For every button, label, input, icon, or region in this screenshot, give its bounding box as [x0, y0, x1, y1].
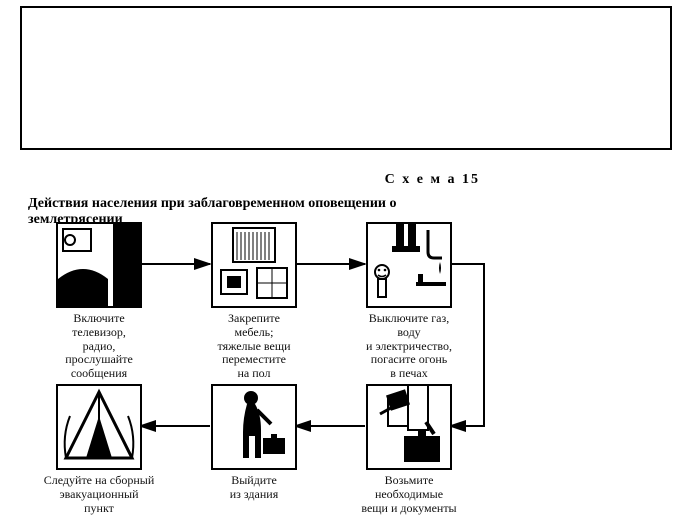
- step-2-caption: Закрепитемебель;тяжелые вещипереместитен…: [177, 312, 331, 381]
- step-5-illustration: [211, 384, 297, 470]
- step-4-illustration: [366, 384, 452, 470]
- step-6-caption: Следуйте на сборныйэвакуационныйпункт: [22, 474, 176, 515]
- step-5-caption: Выйдитеиз здания: [177, 474, 331, 502]
- step-1-tv-radio: Включитетелевизор,радио,прослушайтесообщ…: [22, 222, 176, 395]
- scheme-number-label: С х е м а 15: [385, 172, 480, 188]
- step-6-illustration: [56, 384, 142, 470]
- step-3-illustration: [366, 222, 452, 308]
- step-4-documents: Возьмитенеобходимыевещи и документы: [332, 384, 486, 515]
- step-4-caption: Возьмитенеобходимыевещи и документы: [332, 474, 486, 515]
- step-1-caption: Включитетелевизор,радио,прослушайтесообщ…: [22, 312, 176, 395]
- step-5-exit-building: Выйдитеиз здания: [177, 384, 331, 502]
- step-2-furniture: Закрепитемебель;тяжелые вещипереместитен…: [177, 222, 331, 381]
- step-1-illustration: [56, 222, 142, 308]
- step-2-illustration: [211, 222, 297, 308]
- step-3-utilities: Выключите газ,водуи электричество,погаси…: [332, 222, 486, 381]
- step-3-caption: Выключите газ,водуи электричество,погаси…: [332, 312, 486, 381]
- step-6-evacuation-point: Следуйте на сборныйэвакуационныйпункт: [22, 384, 176, 515]
- empty-frame: [20, 6, 672, 150]
- earthquake-actions-diagram: Включитетелевизор,радио,прослушайтесообщ…: [22, 222, 492, 522]
